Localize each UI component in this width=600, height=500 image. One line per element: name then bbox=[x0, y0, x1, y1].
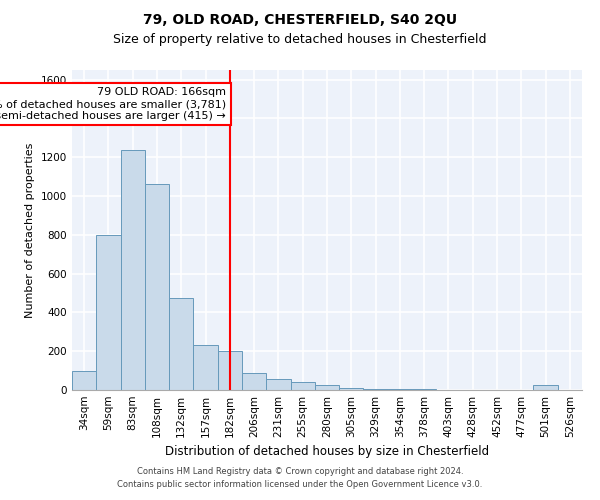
Text: Contains public sector information licensed under the Open Government Licence v3: Contains public sector information licen… bbox=[118, 480, 482, 489]
Bar bbox=[218, 351, 242, 390]
Bar bbox=[290, 382, 315, 390]
Bar bbox=[533, 385, 558, 390]
Bar bbox=[315, 385, 339, 390]
Bar bbox=[193, 346, 218, 390]
Bar bbox=[412, 389, 436, 390]
Bar bbox=[169, 298, 193, 390]
Y-axis label: Number of detached properties: Number of detached properties bbox=[25, 142, 35, 318]
Text: 79, OLD ROAD, CHESTERFIELD, S40 2QU: 79, OLD ROAD, CHESTERFIELD, S40 2QU bbox=[143, 12, 457, 26]
Bar bbox=[72, 370, 96, 390]
Bar bbox=[364, 389, 388, 390]
Bar bbox=[266, 380, 290, 390]
Bar bbox=[121, 150, 145, 390]
Bar bbox=[96, 235, 121, 390]
Bar bbox=[388, 389, 412, 390]
Bar bbox=[339, 388, 364, 390]
Text: Contains HM Land Registry data © Crown copyright and database right 2024.: Contains HM Land Registry data © Crown c… bbox=[137, 467, 463, 476]
Text: 79 OLD ROAD: 166sqm
← 90% of detached houses are smaller (3,781)
10% of semi-det: 79 OLD ROAD: 166sqm ← 90% of detached ho… bbox=[0, 88, 226, 120]
Text: Size of property relative to detached houses in Chesterfield: Size of property relative to detached ho… bbox=[113, 32, 487, 46]
Bar bbox=[242, 372, 266, 390]
Bar bbox=[145, 184, 169, 390]
X-axis label: Distribution of detached houses by size in Chesterfield: Distribution of detached houses by size … bbox=[165, 446, 489, 458]
